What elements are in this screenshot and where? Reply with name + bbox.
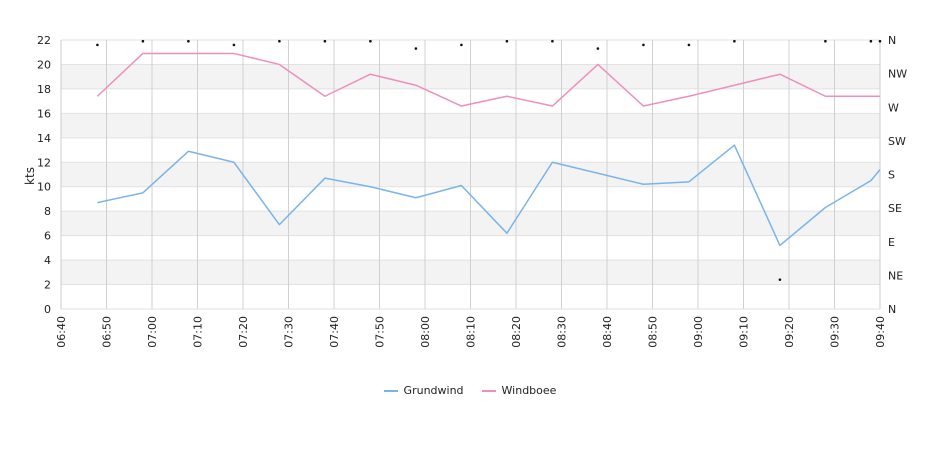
y-tick-label: 6 — [44, 230, 51, 243]
legend-swatch-grundwind — [383, 389, 398, 392]
direction-axis-ticks: N NE E SE S SW W NW N — [888, 34, 907, 316]
series-lines — [96, 52, 881, 247]
x-tick-label: 07:10 — [192, 316, 205, 348]
direction-tick-label: NE — [888, 269, 903, 282]
x-tick-label: 08:10 — [465, 316, 478, 348]
direction-marker — [96, 43, 99, 47]
direction-marker — [141, 39, 145, 43]
x-tick-label: 09:10 — [738, 316, 751, 348]
legend-item-windboee[interactable]: Windboee — [481, 384, 557, 397]
y-tick-label: 8 — [44, 205, 51, 218]
direction-marker — [369, 39, 372, 43]
direction-marker — [232, 43, 236, 47]
direction-marker — [733, 39, 736, 43]
direction-marker — [869, 39, 873, 43]
direction-tick-label: S — [888, 169, 895, 182]
x-tick-label: 07:20 — [237, 316, 250, 348]
y-tick-label: 12 — [37, 156, 51, 169]
x-tick-label: 06:40 — [55, 316, 68, 348]
direction-tick-label: W — [888, 101, 899, 114]
series-line-grundwind — [97, 144, 881, 247]
direction-tick-label: SW — [888, 135, 906, 148]
direction-marker — [460, 43, 463, 47]
direction-marker — [505, 39, 509, 43]
y-tick-label: 22 — [37, 34, 51, 47]
direction-marker — [278, 39, 281, 43]
direction-tick-label: N — [888, 303, 896, 316]
x-tick-label: 08:30 — [556, 316, 569, 348]
x-tick-label: 07:50 — [374, 316, 387, 348]
y-axis-ticks: 0 2 4 6 8 10 12 14 16 18 20 22 — [37, 34, 51, 316]
x-tick-label: 09:20 — [783, 316, 796, 348]
y-axis-label: kts — [23, 167, 37, 185]
direction-marker — [187, 39, 190, 43]
y-tick-label: 2 — [44, 279, 51, 292]
direction-tick-label: N — [888, 34, 896, 47]
x-axis-ticks: 06:40 06:50 07:00 07:10 07:20 07:30 07:40 07:50… — [55, 316, 887, 348]
y-tick-label: 0 — [44, 303, 51, 316]
x-tick-label: 09:40 — [874, 316, 887, 348]
series-line-windboee — [96, 52, 880, 107]
y-tick-label: 16 — [37, 107, 51, 120]
direction-marker — [687, 43, 691, 47]
legend-label-grundwind: Grundwind — [403, 384, 464, 397]
legend-item-grundwind[interactable]: Grundwind — [383, 384, 464, 397]
x-tick-label: 08:00 — [419, 316, 432, 348]
direction-marker — [596, 47, 600, 50]
x-tick-label: 08:20 — [510, 316, 523, 348]
y-tick-label: 18 — [37, 83, 51, 96]
direction-marker — [551, 39, 554, 43]
direction-marker — [778, 278, 782, 281]
direction-tick-label: SE — [888, 202, 902, 215]
legend-label-windboee: Windboee — [501, 384, 557, 397]
direction-marker — [323, 39, 327, 43]
direction-marker — [878, 39, 882, 43]
vertical-grid — [60, 40, 881, 309]
x-tick-label: 08:50 — [647, 316, 660, 348]
legend: Grundwind Windboee — [0, 384, 940, 397]
direction-tick-label: E — [888, 236, 895, 249]
legend-swatch-windboee — [481, 389, 496, 392]
y-tick-label: 4 — [44, 254, 51, 267]
x-tick-label: 09:00 — [692, 316, 705, 348]
direction-tick-label: NW — [888, 68, 907, 81]
x-tick-label: 06:50 — [101, 316, 114, 348]
y-tick-label: 10 — [37, 181, 51, 194]
y-tick-label: 20 — [37, 58, 51, 71]
y-tick-label: 14 — [37, 132, 51, 145]
direction-marker — [824, 39, 827, 43]
direction-marker — [642, 43, 645, 47]
x-tick-label: 07:30 — [283, 316, 296, 348]
direction-marker — [414, 47, 418, 50]
x-tick-label: 08:40 — [601, 316, 614, 348]
x-tick-label: 09:30 — [829, 316, 842, 348]
x-tick-label: 07:00 — [146, 316, 159, 348]
direction-markers — [96, 39, 882, 281]
x-tick-label: 07:40 — [328, 316, 341, 348]
